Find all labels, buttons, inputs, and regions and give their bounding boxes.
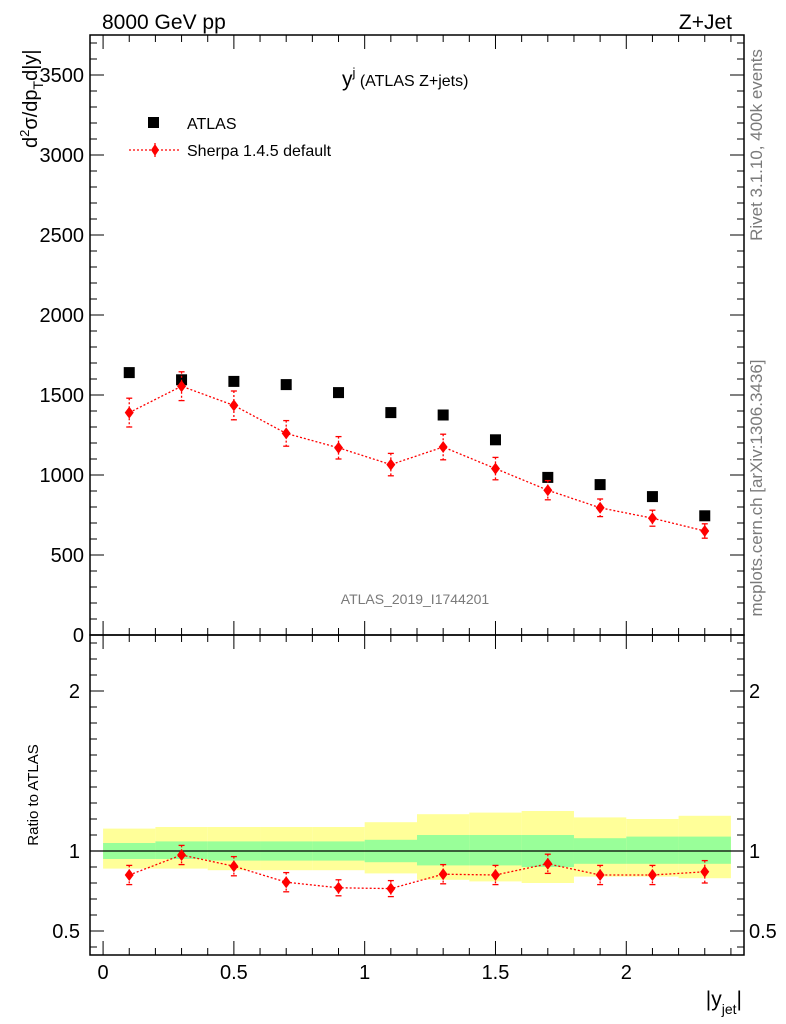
sherpa-point bbox=[438, 441, 448, 453]
main-ytick-label: 3000 bbox=[40, 145, 85, 167]
legend-sherpa-label: Sherpa 1.4.5 default bbox=[187, 143, 332, 160]
main-ytick-label: 2500 bbox=[40, 225, 85, 247]
sherpa-point bbox=[229, 399, 239, 412]
ratio-ytick-label-right: 0.5 bbox=[749, 921, 777, 943]
main-axis: 0 500 1000 1500 2000 2500 3000 3500 bbox=[40, 35, 744, 647]
atlas-point bbox=[594, 479, 606, 491]
main-ylabel: d2σ/dpTd|y| bbox=[17, 49, 46, 148]
sherpa-point bbox=[177, 380, 187, 393]
legend-sherpa-marker bbox=[151, 144, 159, 156]
atlas-point bbox=[385, 407, 397, 419]
sherpa-ratio-point bbox=[595, 869, 605, 881]
header-right: Z+Jet bbox=[679, 11, 732, 34]
ratio-ytick-label: 0.5 bbox=[52, 921, 80, 943]
sherpa-point bbox=[700, 525, 710, 537]
atlas-point bbox=[123, 367, 135, 379]
sherpa-point bbox=[124, 406, 134, 419]
sherpa-point bbox=[386, 458, 396, 471]
ratio-panel: 0 0.5 1 1.5 2 0.5 0.5 1 1 2 2 Ratio to ATLAS |yjet… bbox=[25, 634, 777, 1017]
ratio-axis: 0 0.5 1 1.5 2 0.5 0.5 1 1 2 2 bbox=[52, 635, 777, 984]
sherpa-ratio-point bbox=[647, 869, 657, 881]
mcplots-label: mcplots.cern.ch [arXiv:1306.3436] bbox=[747, 359, 766, 616]
atlas-point bbox=[489, 434, 501, 446]
ratio-xtick-label: 0 bbox=[98, 962, 109, 984]
sherpa-point bbox=[647, 512, 657, 525]
atlas-point bbox=[699, 510, 711, 522]
main-plot-data bbox=[123, 367, 711, 539]
atlas-point bbox=[542, 471, 554, 483]
ratio-ytick-label-right: 1 bbox=[749, 841, 760, 863]
main-ytick-label: 0 bbox=[73, 625, 84, 647]
main-ytick-label: 1500 bbox=[40, 385, 85, 407]
ratio-plot-data bbox=[90, 811, 744, 898]
rivet-label: Rivet 3.1.10, 400k events bbox=[747, 49, 766, 241]
main-ytick-label: 1000 bbox=[40, 465, 85, 487]
sherpa-ratio-point bbox=[386, 882, 396, 895]
atlas-point bbox=[280, 379, 292, 391]
sherpa-ratio-point bbox=[490, 869, 500, 881]
ratio-xtick-label: 1.5 bbox=[482, 962, 510, 984]
ratio-ytick-label-right: 2 bbox=[749, 681, 760, 703]
ratio-ytick-label: 1 bbox=[69, 841, 80, 863]
legend-atlas-marker bbox=[148, 117, 159, 128]
atlas-point bbox=[646, 491, 658, 503]
atlas-point bbox=[228, 375, 240, 387]
ratio-inner-band bbox=[678, 836, 731, 864]
ratio-frame bbox=[89, 634, 745, 956]
sherpa-ratio-point bbox=[281, 876, 291, 889]
sherpa-point bbox=[334, 441, 344, 454]
sherpa-point bbox=[281, 427, 291, 440]
sherpa-point bbox=[490, 462, 500, 475]
analysis-watermark: ATLAS_2019_I1744201 bbox=[341, 591, 490, 607]
sherpa-ratio-point bbox=[124, 869, 134, 881]
ratio-xtick-label: 1 bbox=[359, 962, 370, 984]
main-ytick-label: 2000 bbox=[40, 305, 85, 327]
header-left: 8000 GeV pp bbox=[102, 11, 226, 34]
sherpa-ratio-point bbox=[438, 868, 448, 881]
sherpa-line bbox=[128, 385, 705, 532]
ratio-inner-band bbox=[626, 836, 679, 864]
ratio-ytick-label: 2 bbox=[69, 681, 80, 703]
ratio-xtick-label: 2 bbox=[621, 962, 632, 984]
atlas-point bbox=[333, 387, 345, 399]
atlas-point bbox=[437, 409, 449, 421]
sherpa-point bbox=[543, 484, 553, 497]
ratio-inner-band bbox=[469, 835, 522, 866]
sherpa-ratio-point bbox=[229, 860, 239, 873]
legend-atlas-label: ATLAS bbox=[187, 116, 237, 133]
main-ytick-label: 3500 bbox=[40, 65, 85, 87]
ratio-ylabel: Ratio to ATLAS bbox=[25, 744, 42, 845]
sherpa-ratio-line bbox=[129, 854, 705, 890]
ratio-xlabel: |yjet| bbox=[706, 988, 742, 1017]
ratio-inner-band bbox=[417, 835, 470, 866]
main-title: yj (ATLAS Z+jets) bbox=[342, 65, 468, 91]
main-ytick-label: 500 bbox=[51, 545, 84, 567]
ratio-xtick-label: 0.5 bbox=[220, 962, 248, 984]
sherpa-point bbox=[595, 501, 605, 514]
sherpa-ratio-point bbox=[334, 881, 344, 894]
sherpa-ratio-point bbox=[543, 857, 553, 870]
sherpa-ratio-point bbox=[177, 849, 187, 861]
main-panel: 0 500 1000 1500 2000 2500 3000 3500 yj (ATLAS Z… bbox=[17, 34, 745, 647]
sherpa-ratio-point bbox=[700, 865, 710, 878]
